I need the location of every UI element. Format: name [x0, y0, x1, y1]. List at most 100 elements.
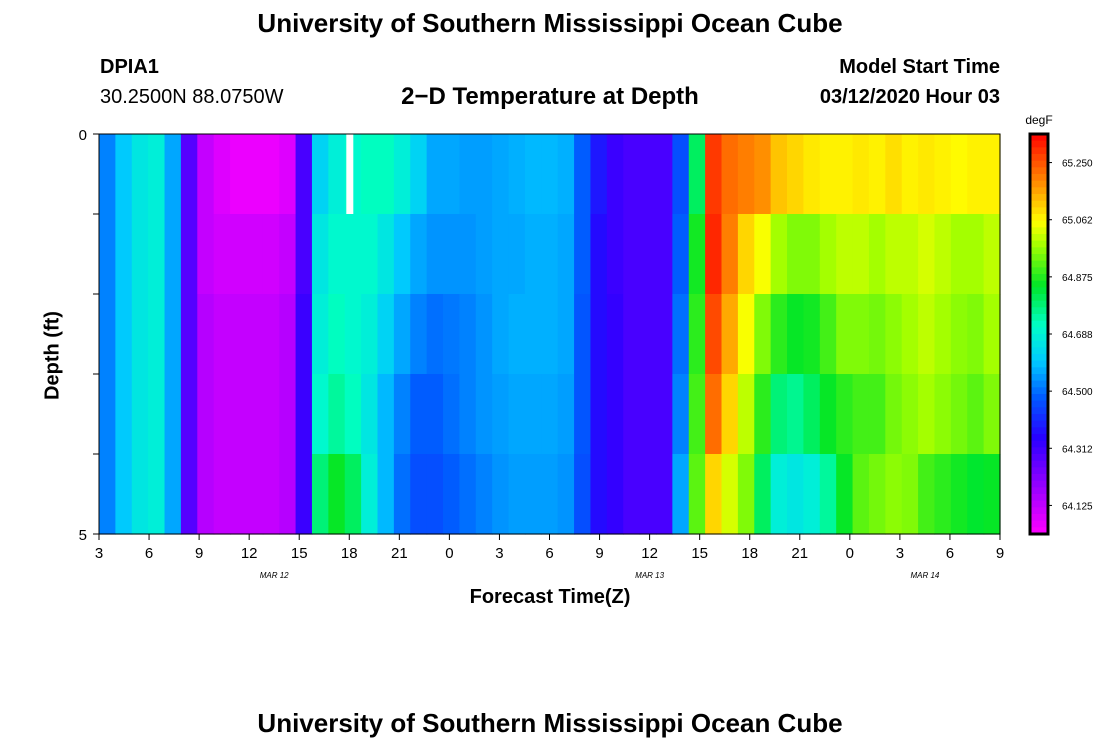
- heatmap-cell: [721, 294, 739, 375]
- heatmap-cell: [901, 214, 919, 295]
- station-id: DPIA1: [100, 56, 159, 78]
- colorbar-tick-label: 64.875: [1062, 273, 1093, 284]
- heatmap-cell: [475, 134, 493, 215]
- heatmap-cell: [705, 134, 723, 215]
- heatmap-cell: [590, 134, 608, 215]
- x-tick-label: 6: [145, 545, 153, 562]
- heatmap-cell: [262, 214, 280, 295]
- heatmap-cell: [737, 374, 755, 455]
- heatmap-cell: [131, 294, 149, 375]
- colorbar-segment: [1030, 414, 1048, 422]
- heatmap-cell: [672, 454, 690, 535]
- date-label: MAR 14: [910, 571, 939, 580]
- heatmap-cell: [295, 374, 313, 455]
- heatmap-cell: [344, 374, 362, 455]
- heatmap-cell: [836, 374, 854, 455]
- heatmap-cell: [475, 214, 493, 295]
- heatmap-cell: [377, 214, 395, 295]
- y-tick-label: 5: [79, 527, 87, 544]
- heatmap-cell: [688, 134, 706, 215]
- heatmap-cell: [443, 374, 460, 455]
- heatmap-cell: [590, 454, 608, 535]
- heatmap-cell: [950, 294, 968, 375]
- colorbar-segment: [1030, 247, 1048, 255]
- colorbar-segment: [1030, 360, 1048, 368]
- heatmap-cell: [262, 294, 280, 375]
- heatmap-cell: [99, 454, 116, 535]
- heatmap-cell: [983, 454, 1001, 535]
- heatmap-cell: [623, 294, 641, 375]
- heatmap-cell: [180, 214, 198, 295]
- colorbar-segment: [1030, 194, 1048, 202]
- heatmap-cell: [950, 214, 968, 295]
- colorbar-segment: [1030, 447, 1048, 455]
- heatmap-cell: [426, 454, 444, 535]
- x-tick-label: 21: [391, 545, 408, 562]
- heatmap-cell: [623, 454, 641, 535]
- colorbar-segment: [1030, 474, 1048, 482]
- heatmap-cell: [246, 294, 264, 375]
- heatmap-cell: [705, 454, 723, 535]
- heatmap-cell: [410, 294, 428, 375]
- heatmap-cell: [115, 294, 133, 375]
- heatmap-cell: [115, 214, 133, 295]
- colorbar-tick-label: 64.500: [1062, 387, 1093, 398]
- heatmap-cell: [787, 454, 805, 535]
- colorbar-segment: [1030, 434, 1048, 442]
- heatmap-cell: [279, 214, 297, 295]
- colorbar-segment: [1030, 380, 1048, 388]
- heatmap-cell: [606, 454, 624, 535]
- colorbar-segment: [1030, 327, 1048, 335]
- heatmap-cell: [852, 454, 870, 535]
- heatmap-cell: [737, 134, 755, 215]
- colorbar-segment: [1030, 180, 1048, 188]
- heatmap-cell: [557, 454, 575, 535]
- heatmap-cell: [197, 214, 215, 295]
- x-tick-label: 9: [595, 545, 603, 562]
- heatmap-cell: [230, 214, 248, 295]
- colorbar-segment: [1030, 134, 1048, 142]
- heatmap-cell: [148, 294, 166, 375]
- heatmap-cell: [180, 134, 198, 215]
- heatmap-cell: [361, 454, 379, 535]
- colorbar-segment: [1030, 147, 1048, 155]
- heatmap-cell: [475, 454, 493, 535]
- heatmap-cell: [344, 294, 362, 375]
- x-tick-label: 6: [946, 545, 954, 562]
- heatmap-cell: [311, 454, 329, 535]
- heatmap-cell: [852, 214, 870, 295]
- heatmap-cell: [950, 374, 968, 455]
- heatmap-cell: [541, 374, 559, 455]
- heatmap-cell: [492, 374, 510, 455]
- heatmap-cell: [770, 134, 788, 215]
- heatmap-cell: [459, 214, 477, 295]
- colorbar-segment: [1030, 160, 1048, 168]
- colorbar-segment: [1030, 260, 1048, 268]
- heatmap-cell: [131, 374, 149, 455]
- heatmap-cell: [164, 374, 182, 455]
- heatmap-cell: [230, 454, 248, 535]
- model-start-label: Model Start Time: [839, 56, 1000, 78]
- heatmap-cell: [541, 294, 559, 375]
- heatmap-cell: [803, 214, 821, 295]
- heatmap-cell: [836, 134, 854, 215]
- heatmap-cell: [967, 454, 985, 535]
- heatmap-cell: [262, 454, 280, 535]
- heatmap-cell: [819, 214, 837, 295]
- heatmap-cell: [443, 134, 460, 215]
- heatmap-cell: [655, 454, 673, 535]
- colorbar-units-label: degF: [1025, 113, 1052, 127]
- heatmap-cell: [983, 214, 1001, 295]
- heatmap-cell: [770, 294, 788, 375]
- heatmap-cell: [606, 134, 624, 215]
- heatmap-cell: [655, 374, 673, 455]
- colorbar-segment: [1030, 454, 1048, 462]
- colorbar-segment: [1030, 207, 1048, 215]
- heatmap-cell: [410, 214, 428, 295]
- heatmap-cell: [492, 294, 510, 375]
- heatmap-cell: [246, 454, 264, 535]
- heatmap-cell: [688, 454, 706, 535]
- heatmap-cell: [885, 454, 903, 535]
- heatmap-cell: [590, 374, 608, 455]
- x-tick-label: 9: [996, 545, 1004, 562]
